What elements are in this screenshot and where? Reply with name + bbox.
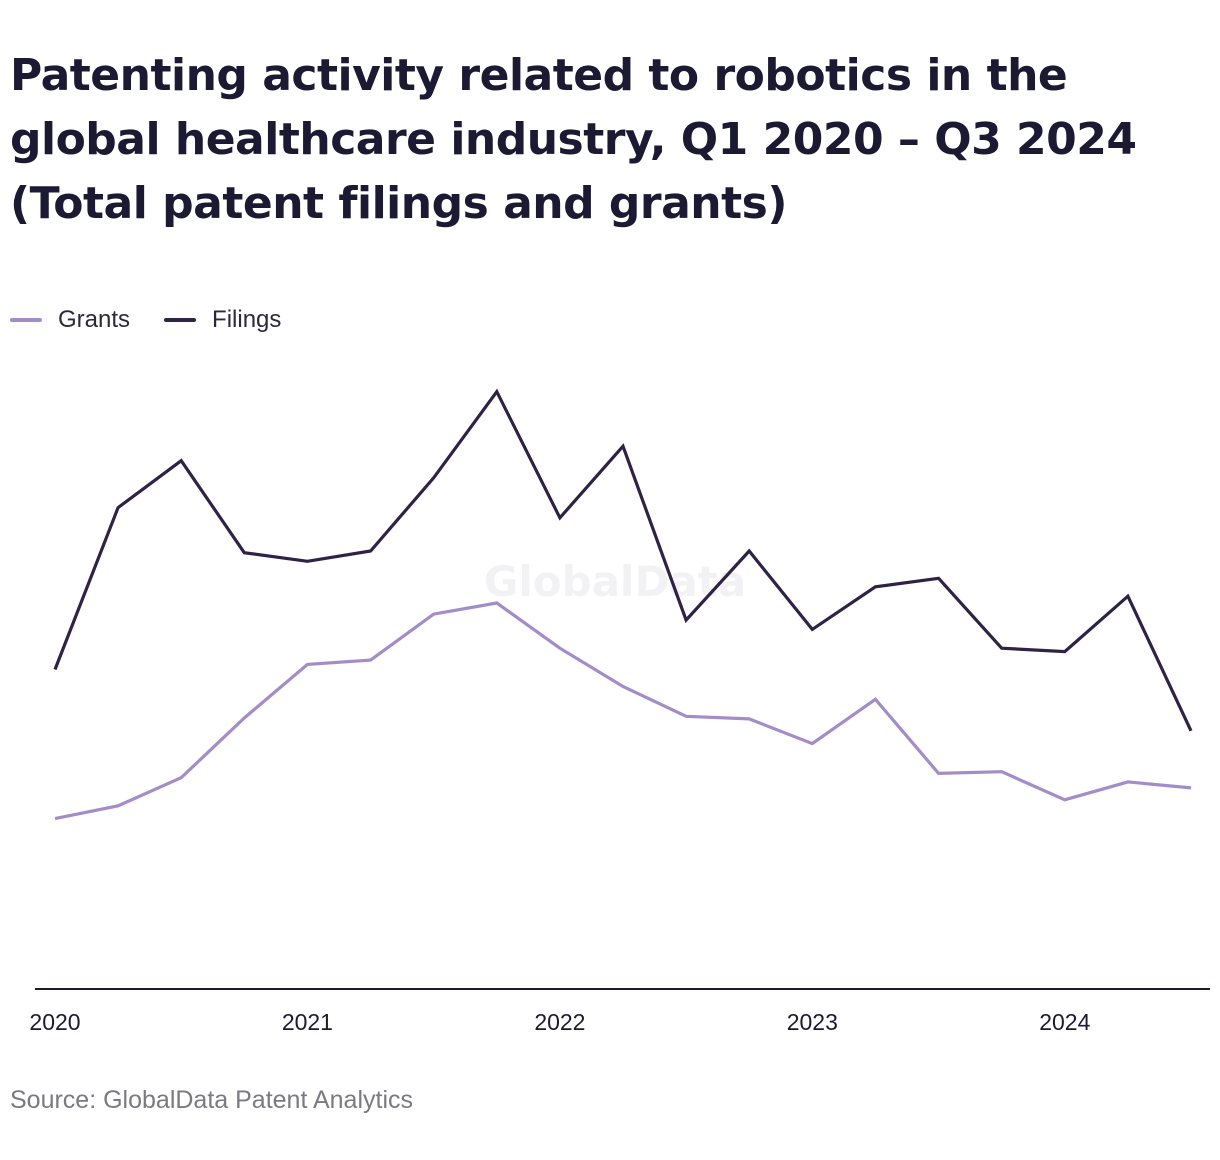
x-tick-label: 2020 (29, 1009, 80, 1035)
source-note: Source: GlobalData Patent Analytics (10, 1086, 414, 1114)
x-tick-label: 2024 (1039, 1009, 1090, 1035)
series-filings (53, 388, 1193, 732)
series-line-grants (54, 601, 1192, 821)
legend-item-filings: Filings (164, 306, 281, 334)
x-tick-label: 2022 (534, 1009, 585, 1035)
x-tick-label: 2021 (282, 1009, 333, 1035)
watermark: GlobalData (484, 557, 746, 606)
series-layer (53, 388, 1193, 821)
legend-item-grants: Grants (10, 306, 130, 334)
series-line-filings (53, 388, 1193, 732)
x-axis-ticks: 2020 2021 2022 2023 2024 (29, 1009, 1090, 1035)
series-grants (54, 601, 1192, 821)
chart-title: Patenting activity related to robotics i… (10, 50, 1137, 229)
legend-label-grants: Grants (58, 306, 131, 333)
legend-swatch-filings (164, 318, 197, 322)
legend: Grants Filings (10, 306, 315, 334)
legend-label-filings: Filings (212, 306, 282, 333)
x-tick-label: 2023 (787, 1009, 838, 1035)
legend-swatch-grants (10, 318, 42, 322)
